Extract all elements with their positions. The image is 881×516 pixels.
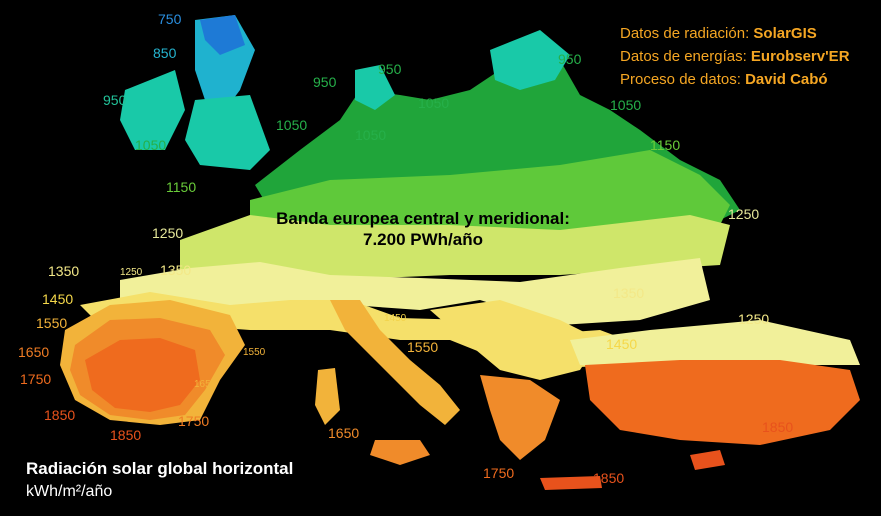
legend-units: kWh/m²/año bbox=[26, 483, 113, 500]
isoline-label: 1650 bbox=[328, 425, 360, 441]
isoline-label: 1450 bbox=[606, 336, 638, 352]
isoline-label: 1650 bbox=[194, 379, 217, 390]
zone-scandinavia bbox=[355, 65, 395, 110]
isoline-label: 1750 bbox=[20, 371, 52, 387]
isoline-label: 1350 bbox=[48, 263, 80, 279]
isoline-label: 1750 bbox=[483, 465, 515, 481]
band-annotation: Banda europea central y meridional: 7.20… bbox=[258, 208, 588, 250]
zone-1150 bbox=[250, 150, 730, 240]
zone-greece bbox=[480, 375, 560, 460]
isoline-label: 1450 bbox=[384, 313, 407, 324]
isoline-label: 750 bbox=[158, 11, 182, 27]
isoline-label: 1850 bbox=[762, 419, 794, 435]
isoline-label: 1250 bbox=[120, 267, 143, 278]
zone-950 bbox=[120, 70, 185, 150]
zone-750 bbox=[200, 15, 245, 55]
isoline-label: 1150 bbox=[650, 137, 681, 153]
zone-baltic-north bbox=[490, 30, 570, 90]
isoline-label: 1850 bbox=[44, 407, 76, 423]
isoline-label: 950 bbox=[313, 74, 337, 90]
isoline-label: 1550 bbox=[407, 339, 439, 355]
zone-gb-south bbox=[185, 95, 270, 170]
credit-energies: Datos de energías: Eurobserv'ER bbox=[620, 48, 850, 65]
isoline-label: 1250 bbox=[738, 311, 770, 327]
isoline-label: 950 bbox=[558, 51, 582, 67]
zone-cyprus bbox=[690, 450, 725, 470]
legend-title: Radiación solar global horizontal bbox=[26, 459, 294, 478]
zone-crete bbox=[540, 476, 602, 490]
zone-turkey bbox=[585, 360, 860, 445]
credit-processing: Proceso de datos: David Cabó bbox=[620, 71, 828, 88]
isoline-label: 1850 bbox=[593, 470, 625, 486]
isoline-label: 1150 bbox=[166, 179, 197, 195]
isoline-label: 1650 bbox=[18, 344, 50, 360]
isoline-label: 1550 bbox=[243, 347, 266, 358]
isoline-label: 1250 bbox=[152, 225, 184, 241]
isoline-label: 1350 bbox=[160, 262, 192, 278]
isoline-label: 1050 bbox=[418, 95, 450, 111]
isoline-label: 1450 bbox=[42, 291, 74, 307]
isoline-label: 1750 bbox=[178, 413, 210, 429]
band-value: 7.200 PWh/año bbox=[363, 230, 483, 249]
isoline-label: 1250 bbox=[728, 206, 760, 222]
credit-radiation: Datos de radiación: SolarGIS bbox=[620, 25, 817, 42]
isoline-label: 1050 bbox=[276, 117, 308, 133]
isoline-label: 1850 bbox=[110, 427, 142, 443]
isoline-label: 1050 bbox=[610, 97, 642, 113]
isoline-label: 1050 bbox=[135, 137, 167, 153]
zone-italy bbox=[330, 300, 460, 425]
band-title: Banda europea central y meridional: bbox=[276, 209, 570, 228]
isoline-label: 1550 bbox=[36, 315, 68, 331]
zone-sardinia bbox=[315, 368, 340, 425]
zone-turkey-north bbox=[570, 320, 860, 370]
isoline-label: 1350 bbox=[613, 285, 645, 301]
isoline-label: 1050 bbox=[355, 127, 387, 143]
zone-balkans bbox=[430, 300, 600, 380]
zone-1750 bbox=[85, 338, 200, 412]
isoline-label: 850 bbox=[153, 45, 177, 61]
zone-1250 bbox=[180, 215, 730, 290]
credits: Datos de radiación: SolarGIS Datos de en… bbox=[620, 22, 850, 91]
isoline-label: 950 bbox=[378, 61, 402, 77]
zone-sicily bbox=[370, 440, 430, 465]
isoline-label: 950 bbox=[103, 92, 127, 108]
